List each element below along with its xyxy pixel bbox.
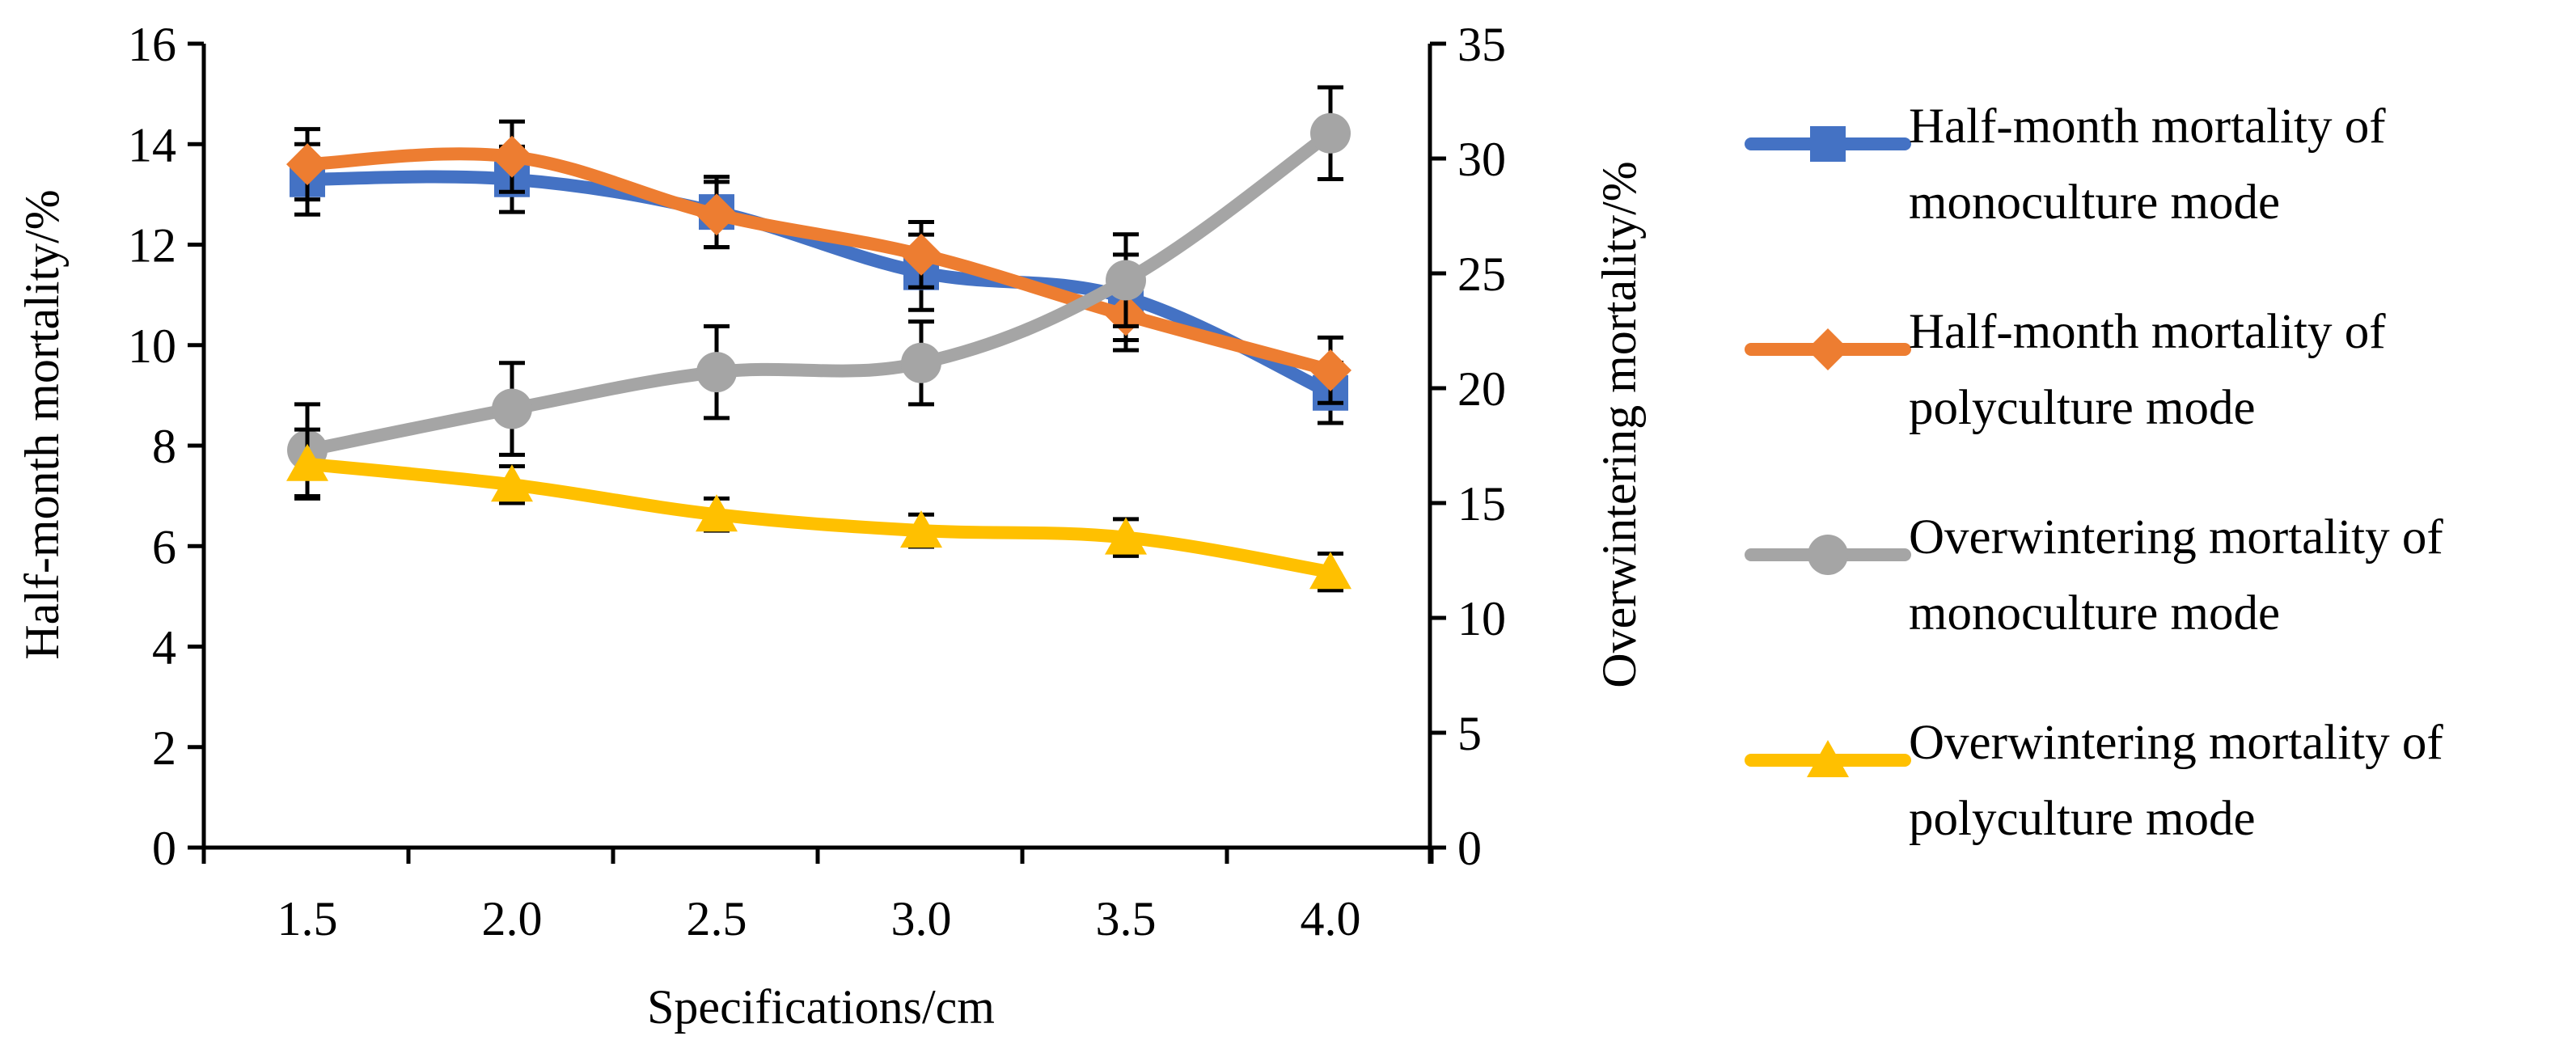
x-axis: 1.5 2.0 2.5 3.0 3.5 4.0: [201, 845, 1434, 945]
right-tick-label: 15: [1457, 477, 1506, 531]
right-tick-label: 5: [1457, 707, 1482, 760]
data-point: [492, 388, 532, 429]
right-tick-label: 30: [1457, 133, 1506, 186]
right-axis-title: Overwintering mortality/%: [1593, 161, 1646, 688]
series-line: [301, 147, 1337, 377]
legend-label: polyculture mode: [1909, 792, 2256, 846]
data-point: [696, 494, 738, 532]
x-axis-title: Specifications/cm: [647, 980, 995, 1034]
legend-entry-3: Overwintering mortality of polyculture mo…: [1745, 716, 2443, 846]
legend-swatch-marker: [1810, 126, 1846, 162]
x-tick-label: 1.5: [277, 892, 338, 945]
legend-label: Overwintering mortality of: [1909, 716, 2443, 770]
left-tick-label: 8: [152, 420, 176, 473]
data-point: [491, 464, 533, 502]
data-point: [900, 510, 942, 548]
legend-swatch-marker: [1808, 535, 1848, 575]
right-tick-label: 10: [1457, 592, 1506, 645]
data-point: [1309, 552, 1351, 590]
data-point: [491, 135, 533, 178]
data-point: [901, 342, 941, 383]
data-point: [1105, 517, 1147, 555]
right-tick-label: 0: [1457, 822, 1482, 875]
legend-label: Overwintering mortality of: [1909, 510, 2443, 565]
data-point: [286, 443, 328, 481]
data-point: [286, 143, 328, 186]
left-tick-label: 12: [128, 219, 176, 273]
legend-swatch-marker: [1807, 740, 1849, 777]
legend-swatch-marker: [1807, 328, 1849, 370]
legend-entry-2: Overwintering mortality of monoculture mo…: [1745, 510, 2443, 641]
right-tick-label: 25: [1457, 247, 1506, 301]
data-point: [1106, 260, 1146, 301]
x-tick-label: 3.0: [891, 892, 952, 945]
left-tick-label: 2: [152, 721, 176, 775]
series-1: [286, 119, 1351, 405]
left-tick-label: 0: [152, 822, 176, 875]
legend-label: polyculture mode: [1909, 381, 2256, 435]
legend-entry-0: Half-month mortality of monoculture mode: [1745, 99, 2386, 230]
left-axis-title: Half-month mortality/%: [15, 189, 69, 660]
data-point: [900, 233, 942, 276]
right-tick-label: 20: [1457, 362, 1506, 416]
series-line: [301, 170, 1337, 400]
series-0: [290, 142, 1348, 425]
x-tick-label: 2.0: [482, 892, 543, 945]
left-tick-label: 14: [128, 118, 176, 171]
series-line: [301, 457, 1337, 579]
data-point: [1309, 349, 1351, 391]
left-tick-label: 4: [152, 621, 176, 675]
data-point: [696, 193, 738, 236]
series-3: [286, 427, 1351, 593]
right-tick-label: 35: [1457, 18, 1506, 71]
legend-label: monoculture mode: [1909, 176, 2280, 230]
right-y-axis: 0 5 10 15 20 25 30 35: [1428, 18, 1506, 875]
data-point: [1310, 112, 1351, 154]
legend-entry-1: Half-month mortality of polyculture mode: [1745, 305, 2386, 435]
left-y-axis: 0 2 4 6 8 10 12 14 16: [128, 18, 206, 875]
x-tick-label: 3.5: [1096, 892, 1157, 945]
left-tick-label: 10: [128, 319, 176, 373]
legend-label: Half-month mortality of: [1909, 99, 2386, 154]
legend-label: monoculture mode: [1909, 586, 2280, 641]
x-tick-label: 4.0: [1301, 892, 1361, 945]
plot-area: [286, 85, 1351, 593]
data-point: [696, 352, 737, 393]
x-tick-label: 2.5: [687, 892, 747, 945]
legend-label: Half-month mortality of: [1909, 305, 2386, 359]
series-line: [301, 126, 1337, 457]
left-tick-label: 16: [128, 18, 176, 71]
left-tick-label: 6: [152, 520, 176, 573]
series-2: [287, 85, 1351, 498]
